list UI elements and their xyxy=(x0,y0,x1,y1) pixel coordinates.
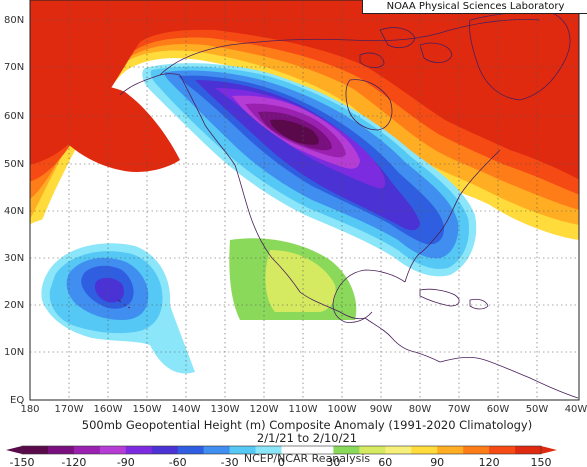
lon-label: 140W xyxy=(172,404,201,415)
date-range: 2/1/21 to 2/10/21 xyxy=(257,431,357,445)
colorbar-swatch xyxy=(203,446,230,454)
colorbar-swatch xyxy=(333,446,360,454)
lat-label: 20N xyxy=(4,300,24,311)
colorbar-tick-label: -150 xyxy=(10,456,35,467)
colorbar-tick-label: -90 xyxy=(117,456,135,467)
colorbar-swatch xyxy=(255,446,282,454)
lon-label: 150W xyxy=(133,404,162,415)
colorbar-swatch xyxy=(411,446,438,454)
longitude-axis: 180 170W 160W 150W 140W 130W 120W 110W 1… xyxy=(20,404,587,415)
colorbar-swatch xyxy=(47,446,75,454)
colorbar-swatch xyxy=(281,446,308,454)
lat-label: 80N xyxy=(4,15,24,26)
lat-label: 30N xyxy=(4,253,24,264)
colorbar-swatch xyxy=(177,446,204,454)
lon-label: 40W xyxy=(565,404,587,415)
lon-label: 180 xyxy=(20,404,39,415)
colorbar-swatch xyxy=(515,446,542,454)
lon-label: 170W xyxy=(55,404,84,415)
data-source: NCEP/NCAR Reanalysis xyxy=(244,452,370,465)
colorbar-swatch xyxy=(489,446,516,454)
lon-label: 160W xyxy=(94,404,123,415)
lon-label: 80W xyxy=(409,404,432,415)
latitude-axis: 80N 70N 60N 50N 40N 30N 20N 10N EQ xyxy=(4,15,24,406)
colorbar-max-arrow xyxy=(541,446,557,454)
plot-border xyxy=(29,0,580,401)
credit-label: NOAA Physical Sciences Laboratory xyxy=(362,0,587,14)
lon-label: 130W xyxy=(211,404,240,415)
colorbar-swatch xyxy=(151,446,178,454)
colorbar-swatch xyxy=(437,446,464,454)
colorbar-min-arrow xyxy=(6,446,22,454)
coastlines xyxy=(117,11,579,399)
lon-label: 90W xyxy=(370,404,393,415)
lon-label: 120W xyxy=(250,404,279,415)
colorbar-tick-label: 120 xyxy=(479,456,500,467)
lat-label: 10N xyxy=(4,347,24,358)
lon-label: 50W xyxy=(526,404,549,415)
lon-label: 100W xyxy=(328,404,357,415)
colorbar-swatch xyxy=(463,446,490,454)
map-title: 500mb Geopotential Height (m) Composite … xyxy=(82,418,532,432)
lon-label: 60W xyxy=(487,404,510,415)
map-plot-area xyxy=(30,0,579,400)
colorbar-tick-label: -120 xyxy=(61,456,86,467)
colorbar-swatch xyxy=(307,446,334,454)
colorbar-swatch xyxy=(73,446,101,454)
colorbar-swatch xyxy=(125,446,153,454)
colorbar xyxy=(6,445,557,455)
colorbar-tick-label: -30 xyxy=(221,456,239,467)
colorbar-outline xyxy=(21,445,542,455)
colorbar-swatch xyxy=(22,446,49,454)
colorbar-swatch xyxy=(229,446,256,454)
colorbar-ticks: -150 -120 -90 -60 -30 0 30 60 90 120 150 xyxy=(10,456,552,467)
colorbar-tick-label: 90 xyxy=(430,456,444,467)
lon-label: 110W xyxy=(289,404,318,415)
lat-label: 60N xyxy=(4,111,24,122)
pacific-low-anomaly xyxy=(41,243,196,374)
colorbar-swatch xyxy=(385,446,412,454)
colorbar-tick-label: 60 xyxy=(378,456,392,467)
lat-label: 40N xyxy=(4,206,24,217)
lon-label: 70W xyxy=(448,404,471,415)
lat-label: 50N xyxy=(4,159,24,170)
colorbar-swatch xyxy=(359,446,386,454)
colorbar-tick-label: 0 xyxy=(278,456,285,467)
lat-label: EQ xyxy=(10,395,24,406)
colorbar-swatch xyxy=(99,446,127,454)
colorbar-tick-label: 150 xyxy=(531,456,552,467)
colorbar-tick-label: -60 xyxy=(169,456,187,467)
lat-label: 70N xyxy=(4,62,24,73)
graticule xyxy=(30,0,579,400)
colorbar-tick-label: 30 xyxy=(326,456,340,467)
